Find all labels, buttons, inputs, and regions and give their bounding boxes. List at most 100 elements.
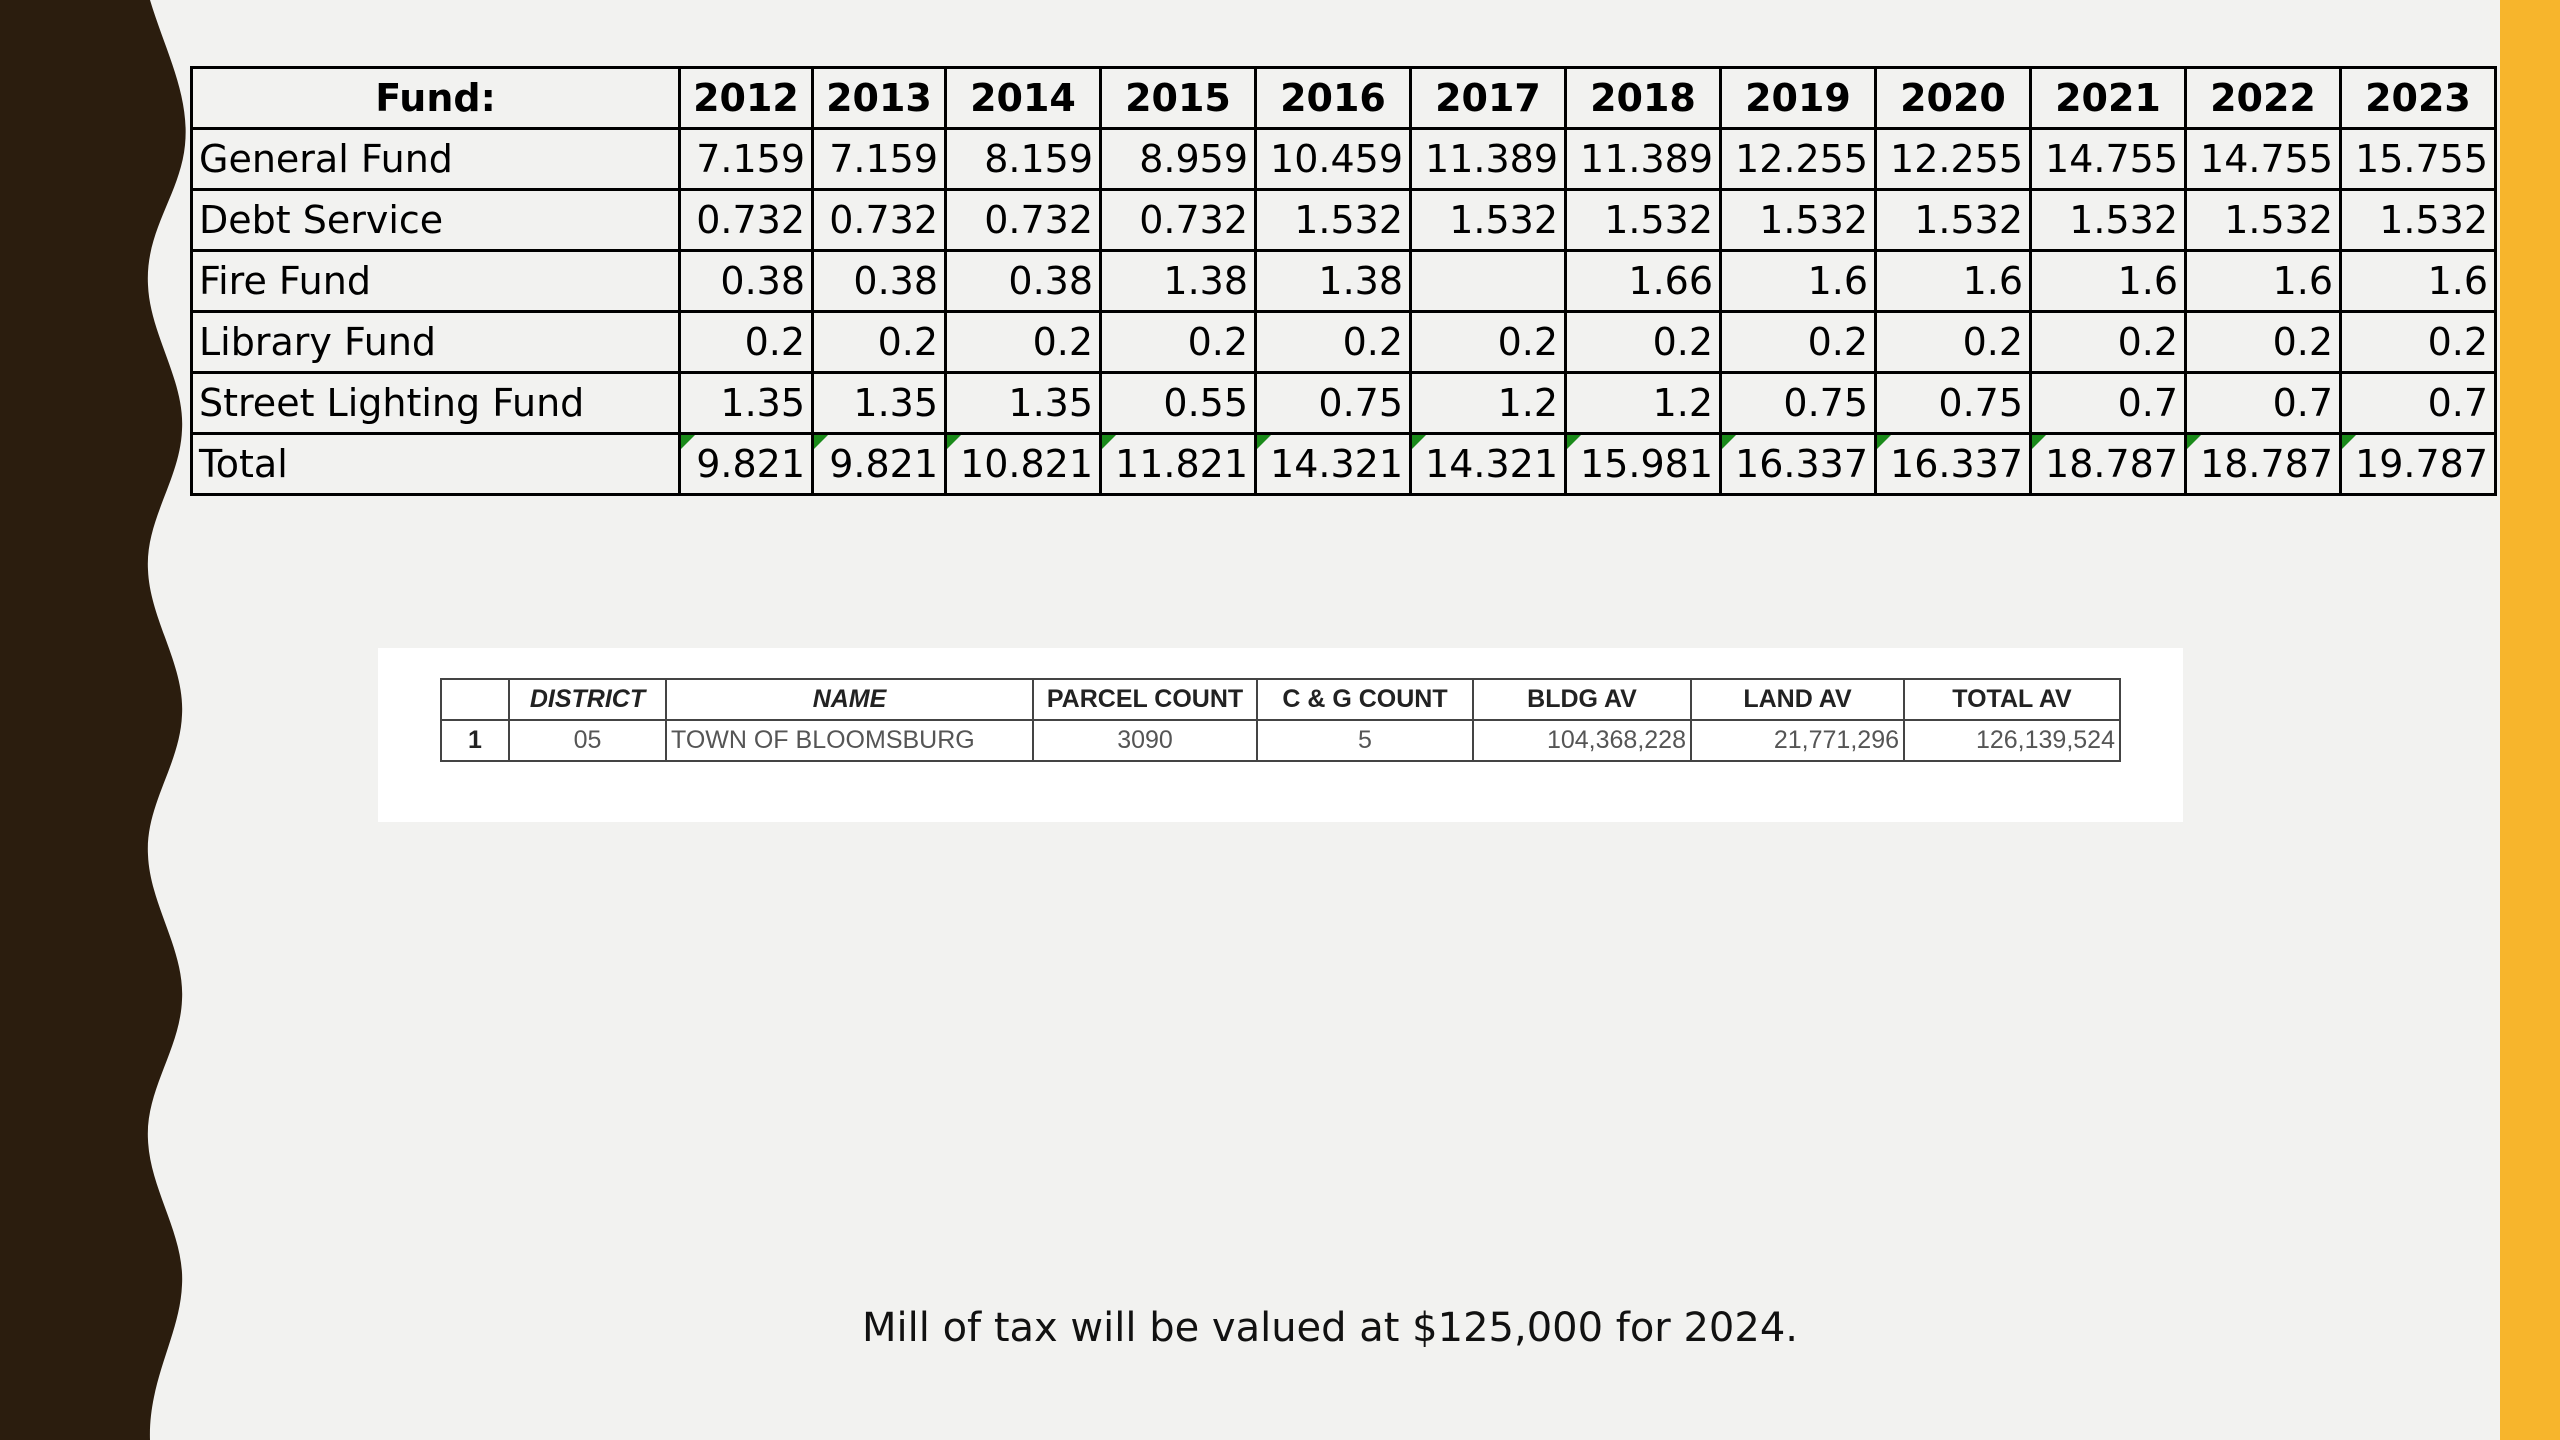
fund-value-cell: 9.821 (811, 432, 947, 496)
fund-value-cell: 1.2 (1409, 371, 1567, 435)
fund-value-cell: 0.2 (2029, 310, 2187, 374)
fund-value-cell: 1.532 (2029, 188, 2187, 252)
fund-value-cell: 1.6 (2029, 249, 2187, 313)
fund-value-cell: 0.2 (2339, 310, 2497, 374)
fund-value-cell: 0.732 (678, 188, 814, 252)
fund-value-cell: 1.35 (811, 371, 947, 435)
assessment-header-index (440, 678, 510, 721)
fund-value-cell: 0.75 (1719, 371, 1877, 435)
fund-value-cell: 0.7 (2339, 371, 2497, 435)
header-year: 2023 (2339, 66, 2497, 130)
header-year: 2020 (1874, 66, 2032, 130)
fund-value-cell: 10.821 (944, 432, 1102, 496)
fund-value-cell: 1.38 (1254, 249, 1412, 313)
fund-value-cell: 9.821 (678, 432, 814, 496)
assessment-header-total-av: TOTAL AV (1903, 678, 2121, 721)
fund-value-cell: 1.35 (944, 371, 1102, 435)
fund-value-cell: 7.159 (811, 127, 947, 191)
fund-value-cell (1409, 249, 1567, 313)
fund-value-cell: 1.532 (1874, 188, 2032, 252)
header-year: 2018 (1564, 66, 1722, 130)
header-year: 2012 (678, 66, 814, 130)
fund-value-cell: 0.732 (944, 188, 1102, 252)
fund-value-cell: 14.321 (1254, 432, 1412, 496)
fund-value-cell: 0.2 (678, 310, 814, 374)
fund-value-cell: 18.787 (2029, 432, 2187, 496)
assessment-panel: DISTRICT NAME PARCEL COUNT C & G COUNT B… (378, 648, 2183, 822)
assessment-header-name: NAME (665, 678, 1034, 721)
fund-value-cell: 0.2 (1099, 310, 1257, 374)
fund-value-cell: 0.2 (1874, 310, 2032, 374)
header-year: 2016 (1254, 66, 1412, 130)
fund-value-cell: 8.959 (1099, 127, 1257, 191)
fund-value-cell: 15.755 (2339, 127, 2497, 191)
fund-name-cell: Street Lighting Fund (190, 371, 681, 435)
fund-value-cell: 0.2 (944, 310, 1102, 374)
fund-value-cell: 0.732 (811, 188, 947, 252)
fund-name-cell: Fire Fund (190, 249, 681, 313)
assessment-parcel-count: 3090 (1032, 719, 1258, 762)
assessment-header-bldg-av: BLDG AV (1472, 678, 1692, 721)
assessment-total-av: 126,139,524 (1903, 719, 2121, 762)
fund-value-cell: 12.255 (1874, 127, 2032, 191)
assessment-cg-count: 5 (1256, 719, 1474, 762)
fund-value-cell: 11.389 (1564, 127, 1722, 191)
mill-value-note: Mill of tax will be valued at $125,000 f… (862, 1305, 1798, 1351)
fund-table-row: General Fund 7.159 7.159 8.159 8.959 10.459 11… (190, 127, 2497, 191)
fund-value-cell: 1.532 (1409, 188, 1567, 252)
assessment-row-index: 1 (440, 719, 510, 762)
fund-value-cell: 0.2 (811, 310, 947, 374)
header-year: 2017 (1409, 66, 1567, 130)
header-year: 2013 (811, 66, 947, 130)
fund-value-cell: 19.787 (2339, 432, 2497, 496)
fund-table-row: Library Fund 0.2 0.2 0.2 0.2 0.2 0.2 0.2 0.2 0.2 0… (190, 310, 2497, 374)
assessment-land-av: 21,771,296 (1690, 719, 1905, 762)
fund-value-cell: 10.459 (1254, 127, 1412, 191)
header-year: 2021 (2029, 66, 2187, 130)
fund-name-cell: General Fund (190, 127, 681, 191)
fund-value-cell: 15.981 (1564, 432, 1722, 496)
fund-value-cell: 14.755 (2029, 127, 2187, 191)
header-fund: Fund: (190, 66, 681, 130)
fund-value-cell: 1.532 (1564, 188, 1722, 252)
fund-value-cell: 11.821 (1099, 432, 1257, 496)
fund-value-cell: 1.38 (1099, 249, 1257, 313)
assessment-row: 1 05 TOWN OF BLOOMSBURG 3090 5 104,368,2… (440, 719, 2121, 762)
fund-value-cell: 0.2 (1719, 310, 1877, 374)
fund-value-cell: 1.35 (678, 371, 814, 435)
fund-value-cell: 14.321 (1409, 432, 1567, 496)
assessment-header-district: DISTRICT (508, 678, 667, 721)
fund-value-cell: 1.6 (2184, 249, 2342, 313)
fund-value-cell: 0.2 (1564, 310, 1722, 374)
fund-table-total-row: Total 9.821 9.821 10.821 11.821 14.321 14.321 1… (190, 432, 2497, 496)
left-wave-decoration (0, 0, 186, 1440)
fund-table-header-row: Fund: 2012 2013 2014 2015 2016 2017 2018… (190, 66, 2497, 130)
fund-value-cell: 1.532 (2184, 188, 2342, 252)
fund-value-cell: 0.2 (1254, 310, 1412, 374)
assessment-header-parcel-count: PARCEL COUNT (1032, 678, 1258, 721)
fund-value-cell: 0.732 (1099, 188, 1257, 252)
fund-value-cell: 1.6 (1719, 249, 1877, 313)
fund-value-cell: 0.38 (678, 249, 814, 313)
fund-value-cell: 0.38 (944, 249, 1102, 313)
fund-table-row: Debt Service 0.732 0.732 0.732 0.732 1.532 1.5… (190, 188, 2497, 252)
assessment-district: 05 (508, 719, 667, 762)
fund-value-cell: 0.75 (1254, 371, 1412, 435)
fund-value-cell: 1.6 (2339, 249, 2497, 313)
fund-value-cell: 12.255 (1719, 127, 1877, 191)
fund-value-cell: 0.7 (2184, 371, 2342, 435)
fund-value-cell: 1.532 (1254, 188, 1412, 252)
fund-value-cell: 16.337 (1719, 432, 1877, 496)
right-accent-bar (2500, 0, 2560, 1440)
fund-table-row: Fire Fund 0.38 0.38 0.38 1.38 1.38 1.66 1.6 1.6 1… (190, 249, 2497, 313)
fund-name-cell: Debt Service (190, 188, 681, 252)
assessment-table: DISTRICT NAME PARCEL COUNT C & G COUNT B… (440, 678, 2121, 762)
fund-name-cell: Total (190, 432, 681, 496)
header-year: 2015 (1099, 66, 1257, 130)
assessment-header-row: DISTRICT NAME PARCEL COUNT C & G COUNT B… (440, 678, 2121, 721)
assessment-header-cg-count: C & G COUNT (1256, 678, 1474, 721)
assessment-name: TOWN OF BLOOMSBURG (665, 719, 1034, 762)
assessment-header-land-av: LAND AV (1690, 678, 1905, 721)
fund-value-cell: 0.75 (1874, 371, 2032, 435)
header-year: 2019 (1719, 66, 1877, 130)
